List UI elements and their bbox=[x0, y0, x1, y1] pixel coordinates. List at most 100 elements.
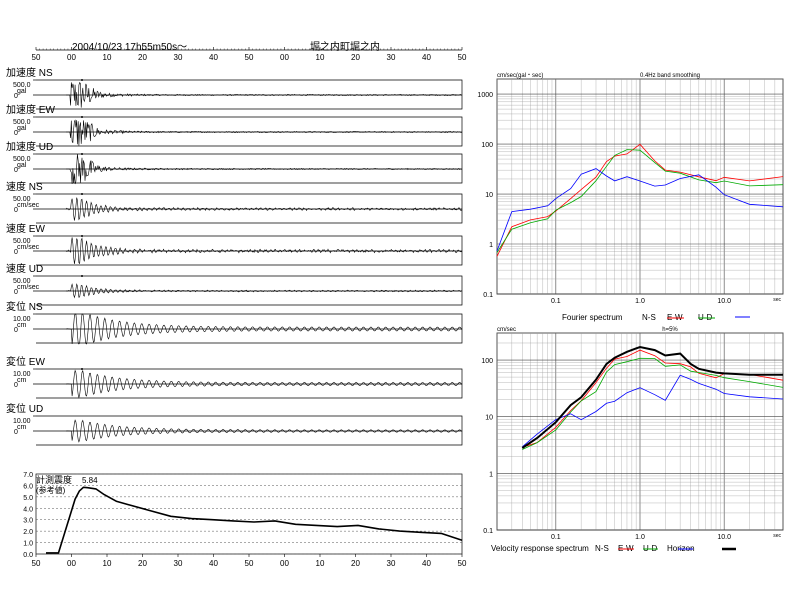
trace-scale-unit: cm bbox=[17, 377, 27, 384]
time-axis-tick-label: 30 bbox=[387, 53, 396, 62]
intensity-x-tick-label: 50 bbox=[245, 559, 254, 568]
trace-scale-value: 500.0 bbox=[13, 82, 31, 89]
trace-frame bbox=[36, 313, 463, 344]
fourier-y-unit: cm/sec(gal・sec) bbox=[497, 73, 543, 79]
trace-scale-value: 10.00 bbox=[13, 371, 31, 378]
trace-scale-value: 500.0 bbox=[13, 119, 31, 126]
trace-peak-marker bbox=[81, 116, 83, 118]
trace-scale-unit: cm bbox=[17, 424, 27, 431]
intensity-y-tick-label: 4.0 bbox=[23, 506, 33, 513]
trace-waveform bbox=[65, 197, 463, 221]
intensity-x-tick-label: 20 bbox=[351, 559, 360, 568]
trace-frame bbox=[36, 116, 463, 147]
intensity-x-tick-label: 40 bbox=[209, 559, 218, 568]
fourier-series-e-w bbox=[496, 149, 784, 253]
trace-frame bbox=[36, 193, 463, 224]
trace-scale-value: 500.0 bbox=[13, 156, 31, 163]
intensity-sublabel: (参考値) bbox=[36, 485, 66, 495]
trace-scale-value: 10.00 bbox=[13, 316, 31, 323]
trace-zero-label: 0 bbox=[14, 249, 18, 256]
trace-waveform bbox=[65, 237, 463, 265]
trace-waveform bbox=[66, 119, 462, 146]
response-y-tick-label: 10 bbox=[485, 415, 493, 422]
trace-frame bbox=[36, 368, 463, 399]
intensity-x-tick-label: 10 bbox=[103, 559, 112, 568]
trace-scale-unit: gal bbox=[17, 162, 27, 169]
trace-zero-label: 0 bbox=[14, 382, 18, 389]
fourier-series-u-d bbox=[496, 168, 784, 252]
response-series-horizon bbox=[521, 345, 783, 449]
fourier-legend-ns: N-S bbox=[642, 313, 656, 322]
trace-title: 加速度 EW bbox=[6, 103, 55, 116]
trace-frame bbox=[36, 275, 463, 306]
trace-title: 速度 EW bbox=[6, 222, 45, 235]
trace-waveform bbox=[66, 153, 463, 185]
trace-title: 速度 NS bbox=[6, 180, 43, 193]
response-series-e-w bbox=[522, 357, 784, 450]
fourier-note: 0.4Hz band smoothing bbox=[640, 73, 700, 79]
trace-frame bbox=[36, 415, 463, 446]
response-note: h=5% bbox=[662, 327, 678, 333]
time-axis-tick-label: 10 bbox=[103, 53, 112, 62]
response-series-n-s bbox=[522, 349, 784, 448]
intensity-y-tick-label: 5.0 bbox=[23, 495, 33, 502]
fourier-y-tick-label: 1000 bbox=[477, 92, 493, 99]
fourier-x-tick-label: 10.0 bbox=[717, 298, 731, 305]
intensity-x-tick-label: 00 bbox=[67, 559, 76, 568]
response-x-tick-label: 0.1 bbox=[551, 534, 561, 541]
trace-waveform bbox=[65, 369, 463, 399]
trace-peak-marker bbox=[81, 193, 83, 195]
time-axis-tick-label: 20 bbox=[351, 53, 360, 62]
response-series-u-d bbox=[522, 374, 784, 448]
fourier-y-tick-label: 1 bbox=[489, 242, 493, 249]
trace-scale-value: 10.00 bbox=[13, 418, 31, 425]
intensity-x-tick-label: 30 bbox=[174, 559, 183, 568]
trace-scale-unit: cm/sec bbox=[17, 202, 40, 209]
intensity-x-tick-label: 50 bbox=[458, 559, 467, 568]
trace-scale-unit: cm bbox=[17, 322, 27, 329]
trace-zero-label: 0 bbox=[14, 207, 18, 214]
response-y-tick-label: 100 bbox=[481, 358, 493, 365]
intensity-curve bbox=[46, 486, 463, 554]
trace-zero-label: 0 bbox=[14, 167, 18, 174]
trace-peak-marker bbox=[81, 235, 83, 237]
fourier-y-tick-label: 0.1 bbox=[483, 292, 493, 299]
trace-scale-unit: gal bbox=[17, 125, 27, 132]
trace-zero-label: 0 bbox=[14, 289, 18, 296]
trace-waveform bbox=[65, 419, 463, 443]
trace-zero-label: 0 bbox=[14, 429, 18, 436]
intensity-x-tick-label: 20 bbox=[138, 559, 147, 568]
intensity-x-tick-label: 00 bbox=[280, 559, 289, 568]
trace-frame bbox=[36, 79, 463, 110]
trace-title: 変位 NS bbox=[6, 300, 43, 313]
intensity-frame bbox=[35, 473, 463, 555]
trace-zero-label: 0 bbox=[14, 130, 18, 137]
fourier-legend-title: Fourier spectrum bbox=[562, 313, 623, 322]
fourier-y-tick-label: 100 bbox=[481, 142, 493, 149]
intensity-y-tick-label: 7.0 bbox=[23, 472, 33, 479]
trace-zero-label: 0 bbox=[14, 93, 18, 100]
intensity-y-tick-label: 1.0 bbox=[23, 541, 33, 548]
intensity-max-label: 5.84 bbox=[82, 476, 98, 485]
response-y-tick-label: 0.1 bbox=[483, 528, 493, 535]
response-y-unit: cm/sec bbox=[497, 327, 516, 333]
fourier-y-tick-label: 10 bbox=[485, 192, 493, 199]
trace-peak-marker bbox=[81, 153, 83, 155]
intensity-x-tick-label: 10 bbox=[316, 559, 325, 568]
trace-scale-unit: gal bbox=[17, 88, 27, 95]
fourier-x-unit: sec bbox=[773, 297, 781, 303]
trace-title: 加速度 UD bbox=[6, 140, 53, 153]
time-axis-tick-label: 30 bbox=[174, 53, 183, 62]
response-legend-title: Velocity response spectrum bbox=[491, 544, 589, 553]
intensity-y-tick-label: 2.0 bbox=[23, 529, 33, 536]
trace-title: 加速度 NS bbox=[6, 66, 53, 79]
intensity-label: 計測震度 bbox=[36, 474, 72, 485]
trace-title: 変位 UD bbox=[6, 402, 43, 415]
intensity-x-tick-label: 30 bbox=[387, 559, 396, 568]
fourier-x-tick-label: 0.1 bbox=[551, 298, 561, 305]
intensity-x-tick-label: 50 bbox=[32, 559, 41, 568]
trace-scale-value: 50.00 bbox=[13, 278, 31, 285]
time-axis-tick-label: 00 bbox=[280, 53, 289, 62]
response-x-tick-label: 1.0 bbox=[635, 534, 645, 541]
